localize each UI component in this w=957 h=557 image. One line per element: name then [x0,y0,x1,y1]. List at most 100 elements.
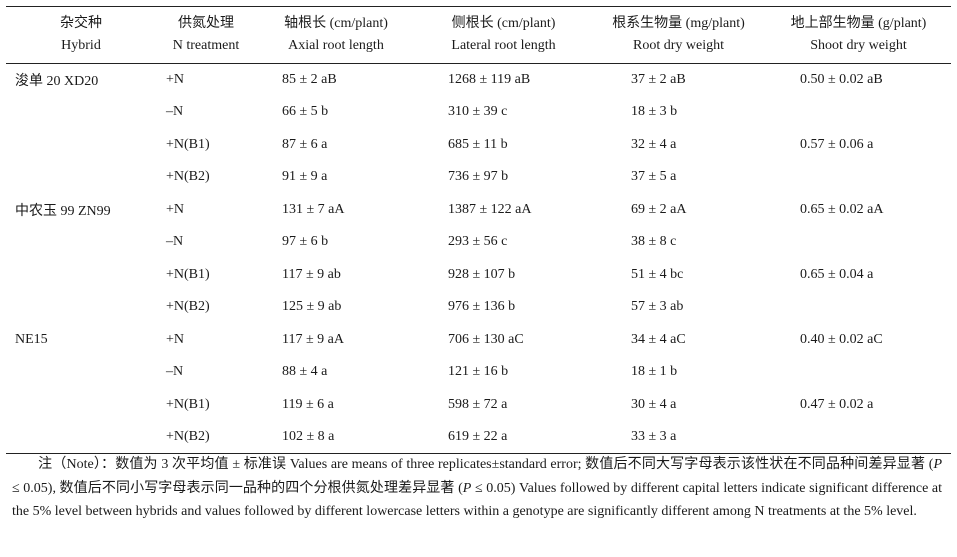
column-header-en: Axial root length [256,35,416,57]
axial-root-cell: 88 ± 4 a [256,356,416,389]
root-weight-cell: 33 ± 3 a [591,421,766,454]
column-header-en: Shoot dry weight [766,35,951,57]
hybrid-cell [6,161,156,194]
shoot-weight-cell: 0.65 ± 0.04 a [766,259,951,292]
lateral-root-cell: 598 ± 72 a [416,389,591,422]
n-treatment-cell: +N [156,324,256,357]
root-weight-cell: 30 ± 4 a [591,389,766,422]
table-row: +N(B1) 87 ± 6 a 685 ± 11 b 32 ± 4 a 0.57 ± 0… [6,129,951,162]
root-weight-cell: 34 ± 4 aC [591,324,766,357]
column-header-cn: 地上部生物量 (g/plant) [766,13,951,35]
note-text-2: ≤ 0.05), 数值后不同小写字母表示同一品种的四个分根供氮处理差异显著 ( [12,481,463,496]
shoot-weight-cell [766,96,951,129]
n-treatment-cell: –N [156,356,256,389]
column-header-cn: 根系生物量 (mg/plant) [591,13,766,35]
shoot-weight-cell [766,356,951,389]
n-treatment-cell: +N(B1) [156,389,256,422]
hybrid-cell [6,259,156,292]
table-row: +N(B1) 117 ± 9 ab 928 ± 107 b 51 ± 4 bc 0.65… [6,259,951,292]
shoot-weight-cell: 0.65 ± 0.02 aA [766,194,951,227]
table-row: 中农玉 99 ZN99 +N 131 ± 7 aA 1387 ± 122 aA 69 ±… [6,194,951,227]
column-header-cn: 轴根长 (cm/plant) [256,13,416,35]
table-row: NE15 +N 117 ± 9 aA 706 ± 130 aC 34 ± 4 aC 0.4… [6,324,951,357]
n-treatment-cell: –N [156,226,256,259]
n-treatment-cell: +N(B2) [156,291,256,324]
root-growth-table: 杂交种 Hybrid 供氮处理 N treatment 轴根长 (cm/plant) Ax… [6,6,951,454]
shoot-weight-cell [766,291,951,324]
lateral-root-cell: 1387 ± 122 aA [416,194,591,227]
root-weight-cell: 18 ± 3 b [591,96,766,129]
axial-root-cell: 102 ± 8 a [256,421,416,454]
n-treatment-cell: +N [156,64,256,97]
hybrid-cell [6,389,156,422]
n-treatment-cell: +N(B2) [156,421,256,454]
table-row: –N 88 ± 4 a 121 ± 16 b 18 ± 1 b [6,356,951,389]
shoot-weight-cell [766,226,951,259]
hybrid-cell [6,129,156,162]
table-row: +N(B2) 125 ± 9 ab 976 ± 136 b 57 ± 3 ab [6,291,951,324]
column-header: 侧根长 (cm/plant) Lateral root length [416,7,591,64]
table-row: +N(B2) 91 ± 9 a 736 ± 97 b 37 ± 5 a [6,161,951,194]
column-header-cn: 侧根长 (cm/plant) [416,13,591,35]
shoot-weight-cell [766,421,951,454]
lateral-root-cell: 619 ± 22 a [416,421,591,454]
lateral-root-cell: 121 ± 16 b [416,356,591,389]
column-header: 供氮处理 N treatment [156,7,256,64]
axial-root-cell: 87 ± 6 a [256,129,416,162]
root-weight-cell: 57 ± 3 ab [591,291,766,324]
shoot-weight-cell: 0.57 ± 0.06 a [766,129,951,162]
root-weight-cell: 37 ± 2 aB [591,64,766,97]
lateral-root-cell: 685 ± 11 b [416,129,591,162]
column-header: 轴根长 (cm/plant) Axial root length [256,7,416,64]
axial-root-cell: 91 ± 9 a [256,161,416,194]
lateral-root-cell: 310 ± 39 c [416,96,591,129]
column-header-cn: 杂交种 [6,13,156,35]
table-row: 浚单 20 XD20 +N 85 ± 2 aB 1268 ± 119 aB 37 ± 2… [6,64,951,97]
lateral-root-cell: 706 ± 130 aC [416,324,591,357]
note-text-1: 注（Note）：数值为 3 次平均值 ± 标准误 Values are mean… [38,457,933,472]
lateral-root-cell: 928 ± 107 b [416,259,591,292]
hybrid-cell: NE15 [6,324,156,357]
table-row: +N(B2) 102 ± 8 a 619 ± 22 a 33 ± 3 a [6,421,951,454]
column-header-en: Lateral root length [416,35,591,57]
axial-root-cell: 131 ± 7 aA [256,194,416,227]
root-weight-cell: 51 ± 4 bc [591,259,766,292]
hybrid-cell [6,226,156,259]
table-body: 浚单 20 XD20 +N 85 ± 2 aB 1268 ± 119 aB 37 ± 2… [6,64,951,454]
axial-root-cell: 117 ± 9 aA [256,324,416,357]
root-weight-cell: 37 ± 5 a [591,161,766,194]
table-note: 注（Note）：数值为 3 次平均值 ± 标准误 Values are mean… [12,453,942,524]
root-weight-cell: 69 ± 2 aA [591,194,766,227]
root-weight-cell: 18 ± 1 b [591,356,766,389]
column-header-cn: 供氮处理 [156,13,256,35]
table-row: +N(B1) 119 ± 6 a 598 ± 72 a 30 ± 4 a 0.47 ± … [6,389,951,422]
axial-root-cell: 125 ± 9 ab [256,291,416,324]
shoot-weight-cell [766,161,951,194]
root-weight-cell: 32 ± 4 a [591,129,766,162]
table-row: –N 66 ± 5 b 310 ± 39 c 18 ± 3 b [6,96,951,129]
header-row: 杂交种 Hybrid 供氮处理 N treatment 轴根长 (cm/plant) Ax… [6,7,951,64]
shoot-weight-cell: 0.50 ± 0.02 aB [766,64,951,97]
n-treatment-cell: +N [156,194,256,227]
shoot-weight-cell: 0.47 ± 0.02 a [766,389,951,422]
column-header: 根系生物量 (mg/plant) Root dry weight [591,7,766,64]
axial-root-cell: 85 ± 2 aB [256,64,416,97]
lateral-root-cell: 976 ± 136 b [416,291,591,324]
column-header: 杂交种 Hybrid [6,7,156,64]
axial-root-cell: 119 ± 6 a [256,389,416,422]
hybrid-cell [6,96,156,129]
n-treatment-cell: +N(B1) [156,259,256,292]
table-header: 杂交种 Hybrid 供氮处理 N treatment 轴根长 (cm/plant) Ax… [6,7,951,64]
axial-root-cell: 97 ± 6 b [256,226,416,259]
column-header-en: Root dry weight [591,35,766,57]
column-header-en: N treatment [156,35,256,57]
table-row: –N 97 ± 6 b 293 ± 56 c 38 ± 8 c [6,226,951,259]
column-header: 地上部生物量 (g/plant) Shoot dry weight [766,7,951,64]
data-table-container: 杂交种 Hybrid 供氮处理 N treatment 轴根长 (cm/plant) Ax… [6,6,951,454]
column-header-en: Hybrid [6,35,156,57]
axial-root-cell: 117 ± 9 ab [256,259,416,292]
hybrid-cell: 中农玉 99 ZN99 [6,194,156,227]
n-treatment-cell: +N(B2) [156,161,256,194]
shoot-weight-cell: 0.40 ± 0.02 aC [766,324,951,357]
hybrid-cell [6,291,156,324]
